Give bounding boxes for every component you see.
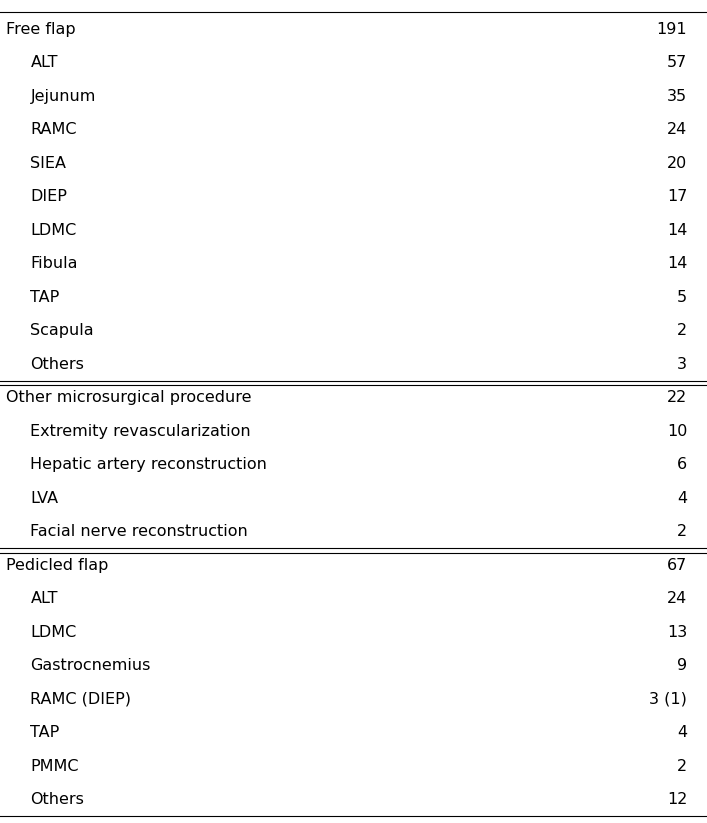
Text: 2: 2 bbox=[677, 759, 687, 774]
Text: Pedicled flap: Pedicled flap bbox=[6, 558, 108, 573]
Text: 24: 24 bbox=[667, 591, 687, 607]
Text: 57: 57 bbox=[667, 55, 687, 70]
Text: LDMC: LDMC bbox=[30, 222, 76, 238]
Text: 4: 4 bbox=[677, 491, 687, 505]
Text: 191: 191 bbox=[657, 21, 687, 36]
Text: 12: 12 bbox=[667, 793, 687, 807]
Text: 6: 6 bbox=[677, 457, 687, 472]
Text: 3 (1): 3 (1) bbox=[649, 691, 687, 707]
Text: 2: 2 bbox=[677, 323, 687, 338]
Text: 9: 9 bbox=[677, 658, 687, 673]
Text: Jejunum: Jejunum bbox=[30, 89, 95, 104]
Text: LDMC: LDMC bbox=[30, 625, 76, 639]
Text: 13: 13 bbox=[667, 625, 687, 639]
Text: Free flap: Free flap bbox=[6, 21, 75, 36]
Text: TAP: TAP bbox=[30, 290, 59, 305]
Text: 67: 67 bbox=[667, 558, 687, 573]
Text: TAP: TAP bbox=[30, 725, 59, 740]
Text: 5: 5 bbox=[677, 290, 687, 305]
Text: 35: 35 bbox=[667, 89, 687, 104]
Text: Gastrocnemius: Gastrocnemius bbox=[30, 658, 151, 673]
Text: 14: 14 bbox=[667, 222, 687, 238]
Text: 10: 10 bbox=[667, 424, 687, 439]
Text: 2: 2 bbox=[677, 524, 687, 539]
Text: PMMC: PMMC bbox=[30, 759, 79, 774]
Text: 17: 17 bbox=[667, 189, 687, 204]
Text: Extremity revascularization: Extremity revascularization bbox=[30, 424, 251, 439]
Text: 14: 14 bbox=[667, 256, 687, 271]
Text: RAMC: RAMC bbox=[30, 122, 77, 137]
Text: 20: 20 bbox=[667, 156, 687, 170]
Text: 22: 22 bbox=[667, 390, 687, 405]
Text: Other microsurgical procedure: Other microsurgical procedure bbox=[6, 390, 251, 405]
Text: DIEP: DIEP bbox=[30, 189, 67, 204]
Text: Facial nerve reconstruction: Facial nerve reconstruction bbox=[30, 524, 248, 539]
Text: ALT: ALT bbox=[30, 55, 58, 70]
Text: Fibula: Fibula bbox=[30, 256, 78, 271]
Text: 24: 24 bbox=[667, 122, 687, 137]
Text: SIEA: SIEA bbox=[30, 156, 66, 170]
Text: Scapula: Scapula bbox=[30, 323, 94, 338]
Text: ALT: ALT bbox=[30, 591, 58, 607]
Text: Others: Others bbox=[30, 356, 84, 372]
Text: 4: 4 bbox=[677, 725, 687, 740]
Text: 3: 3 bbox=[677, 356, 687, 372]
Text: Hepatic artery reconstruction: Hepatic artery reconstruction bbox=[30, 457, 267, 472]
Text: LVA: LVA bbox=[30, 491, 59, 505]
Text: Others: Others bbox=[30, 793, 84, 807]
Text: RAMC (DIEP): RAMC (DIEP) bbox=[30, 691, 132, 707]
